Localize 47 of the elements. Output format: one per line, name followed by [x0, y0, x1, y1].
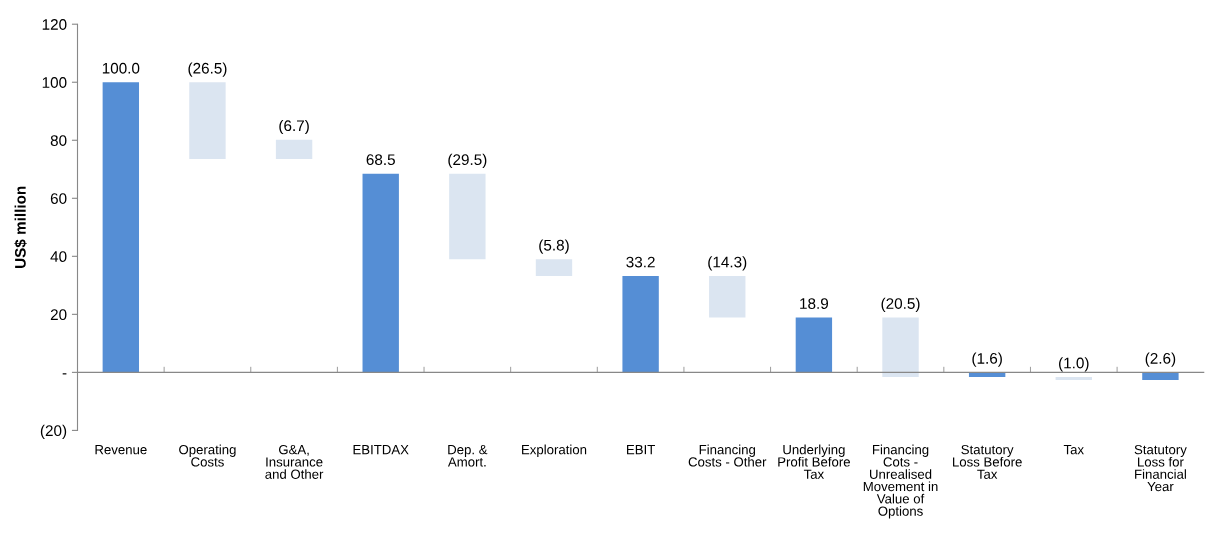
data-label: (5.8)	[539, 239, 569, 254]
bar	[795, 317, 833, 373]
x-tick-label: Revenue	[95, 445, 147, 455]
bar	[535, 259, 573, 277]
bar	[362, 173, 399, 373]
bar	[102, 82, 140, 373]
x-tick-label: Underlying Profit Before Tax	[778, 444, 850, 479]
data-label: 33.2	[626, 256, 655, 268]
y-tick-label: 40	[50, 251, 67, 262]
bar	[189, 82, 226, 160]
bar	[275, 139, 313, 160]
x-tick-label: Statutory Loss Before Tax	[953, 444, 1022, 479]
y-tick-label: 120	[42, 19, 67, 30]
y-tick-label: 100	[42, 77, 67, 88]
y-axis-title: US$ million	[14, 186, 27, 268]
data-label: 68.5	[366, 154, 395, 166]
bar	[1055, 377, 1092, 380]
bar	[449, 173, 486, 260]
x-tick-label: Financing Cots - Unrealised Movement in Value of Options	[863, 444, 938, 519]
x-tick-label: EBITDAX	[353, 445, 409, 455]
x-tick-label: Dep. & Amort.	[447, 445, 488, 467]
y-tick-label: 20	[50, 309, 67, 321]
x-tick-label: Operating Costs	[179, 444, 236, 467]
y-tick-label: 60	[50, 193, 67, 204]
data-label: 100.0	[102, 62, 140, 74]
x-tick-label: Financing Costs - Other	[688, 444, 767, 467]
x-tick-label: Statutory Loss for Financial Year	[1134, 444, 1187, 492]
data-label: 18.9	[800, 298, 829, 309]
data-label: (29.5)	[448, 153, 487, 169]
bar	[1142, 372, 1179, 380]
data-label: (26.5)	[188, 62, 227, 77]
y-tick-label: 80	[50, 135, 67, 146]
y-tick-label: -	[62, 373, 67, 375]
data-label: (14.3)	[708, 256, 747, 271]
x-tick-label: Tax	[1063, 445, 1084, 455]
bar	[622, 276, 659, 373]
bar	[709, 276, 746, 318]
bar	[882, 317, 919, 378]
x-tick-label: EBIT	[627, 445, 655, 455]
x-tick-label: G&A, Insurance and Other	[265, 444, 324, 479]
data-label: (6.7)	[279, 119, 309, 135]
data-label: (1.0)	[1059, 357, 1089, 372]
x-tick-label: Exploration	[522, 444, 587, 457]
data-label: (1.6)	[972, 352, 1002, 367]
data-label: (20.5)	[881, 297, 920, 312]
y-tick-label: (20)	[40, 424, 67, 440]
data-label: (2.6)	[1145, 352, 1176, 367]
